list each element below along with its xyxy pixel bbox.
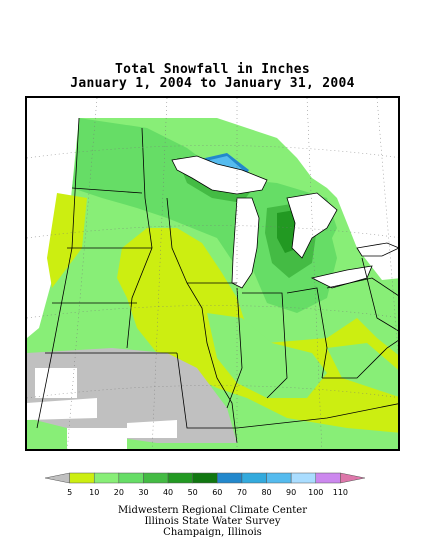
credit-line-3: Champaign, Illinois [163, 527, 262, 538]
legend-swatch [290, 472, 317, 484]
legend-label: 110 [333, 488, 348, 497]
lake-superior [171, 155, 268, 195]
legend-swatch [315, 472, 341, 484]
state-boundaries [36, 117, 398, 444]
no-data-patch-4 [127, 420, 177, 438]
legend-swatch [118, 472, 144, 484]
legend-swatch [44, 472, 70, 484]
snow-region-below-5 [27, 348, 237, 443]
lake-michigan [231, 197, 260, 289]
legend-label: 70 [237, 488, 247, 497]
snowfall-map [25, 96, 400, 451]
legend-label: 100 [308, 488, 323, 497]
lake-huron [286, 192, 338, 259]
legend-label: 20 [114, 488, 124, 497]
map-date-range: January 1, 2004 to January 31, 2004 [70, 76, 355, 91]
no-data-patch-2 [27, 398, 97, 420]
legend-label: 50 [188, 488, 198, 497]
legend-swatch [167, 472, 193, 484]
legend-swatch [217, 472, 243, 484]
legend-label: 30 [138, 488, 148, 497]
credit-line-2: Illinois State Water Survey [144, 516, 281, 527]
legend-label: 60 [212, 488, 222, 497]
legend-swatch [266, 472, 292, 484]
legend-label: 10 [89, 488, 99, 497]
graticule [27, 98, 398, 449]
legend-label: 40 [163, 488, 173, 497]
lake-ontario [356, 242, 398, 257]
credit-line-1: Midwestern Regional Climate Center [118, 505, 307, 516]
map-canvas [27, 98, 398, 449]
outside-projection-ne [217, 98, 398, 280]
snow-region-5-10-central [117, 228, 398, 433]
lake-erie [310, 265, 373, 289]
no-data-patch-3 [67, 428, 127, 449]
legend-label: 5 [67, 488, 72, 497]
outside-projection-nw [27, 98, 79, 338]
map-title: Total Snowfall in Inches [114, 62, 311, 77]
color-legend: 5 10 20 30 40 50 60 70 80 90 100 110 [44, 472, 366, 497]
legend-swatch [69, 472, 95, 484]
snow-region-10-20-ohio [327, 343, 398, 397]
snow-region-5-10-west [47, 193, 87, 288]
legend-swatch [241, 472, 267, 484]
legend-swatch [143, 472, 169, 484]
legend-swatch [93, 472, 120, 484]
legend-swatch [340, 472, 366, 484]
legend-label: 80 [261, 488, 271, 497]
no-data-patch-1 [35, 368, 77, 398]
legend-label: 90 [286, 488, 296, 497]
legend-swatch [192, 472, 218, 484]
